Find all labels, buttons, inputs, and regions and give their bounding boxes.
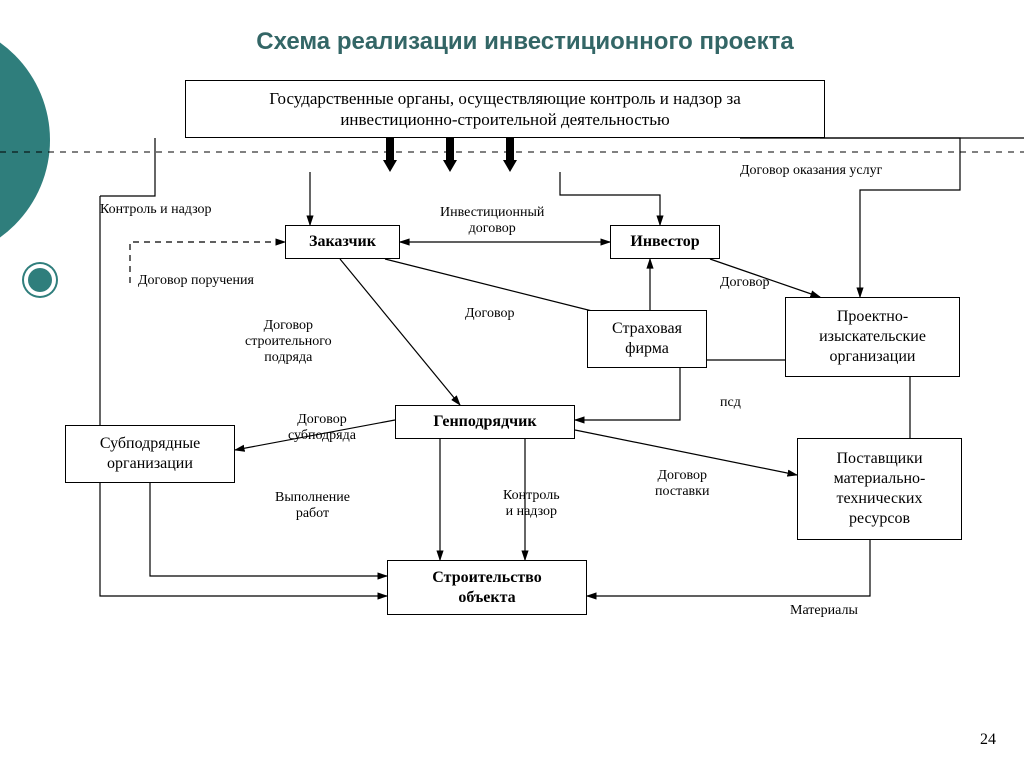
label-psd: псд xyxy=(720,395,741,411)
node-customer: Заказчик xyxy=(285,225,400,259)
thick-arrow-0 xyxy=(383,138,397,172)
label-supervise: Контроль и надзор xyxy=(100,202,212,218)
label-supply: Договорпоставки xyxy=(655,468,709,500)
node-subcontr: Субподрядныеорганизации xyxy=(65,425,235,483)
edge-gov-to-investor xyxy=(560,172,660,225)
thick-arrow-2 xyxy=(503,138,517,172)
node-design: Проектно-изыскательскиеорганизации xyxy=(785,297,960,377)
label-works: Выполнениеработ xyxy=(275,490,350,522)
node-insurance: Страховаяфирма xyxy=(587,310,707,368)
edge-suppliers-to-construct xyxy=(587,540,870,596)
label-materials: Материалы xyxy=(790,603,858,619)
thick-arrow-1 xyxy=(443,138,457,172)
edge-subcontr-to-construct xyxy=(150,483,387,576)
label-mandate: Договор поручения xyxy=(138,273,254,289)
label-buildcontr: Договорстроительногоподряда xyxy=(245,318,332,366)
decor-small-circle xyxy=(28,268,52,292)
node-gov: Государственные органы, осуществляющие к… xyxy=(185,80,825,138)
label-subcontract: Договорсубподряда xyxy=(288,412,356,444)
edge-customer-to-gencontr xyxy=(340,259,460,405)
edge-supervise-down-left xyxy=(100,138,155,196)
node-gencontr: Генподрядчик xyxy=(395,405,575,439)
node-investor: Инвестор xyxy=(610,225,720,259)
page-number: 24 xyxy=(980,731,996,749)
edge-design-to-gencontr xyxy=(575,360,785,420)
node-construct: Строительствообъекта xyxy=(387,560,587,615)
label-control2: Контрольи надзор xyxy=(503,488,560,520)
decor-big-circle xyxy=(0,20,50,260)
edge-gov-to-design xyxy=(820,138,960,297)
page-title: Схема реализации инвестиционного проекта xyxy=(165,28,885,56)
node-suppliers: Поставщикиматериально-техническихресурсо… xyxy=(797,438,962,540)
label-contract2: Договор xyxy=(720,275,769,291)
label-invcontract: Инвестиционныйдоговор xyxy=(440,205,544,237)
label-services: Договор оказания услуг xyxy=(740,163,882,179)
label-contract1: Договор xyxy=(465,306,514,322)
